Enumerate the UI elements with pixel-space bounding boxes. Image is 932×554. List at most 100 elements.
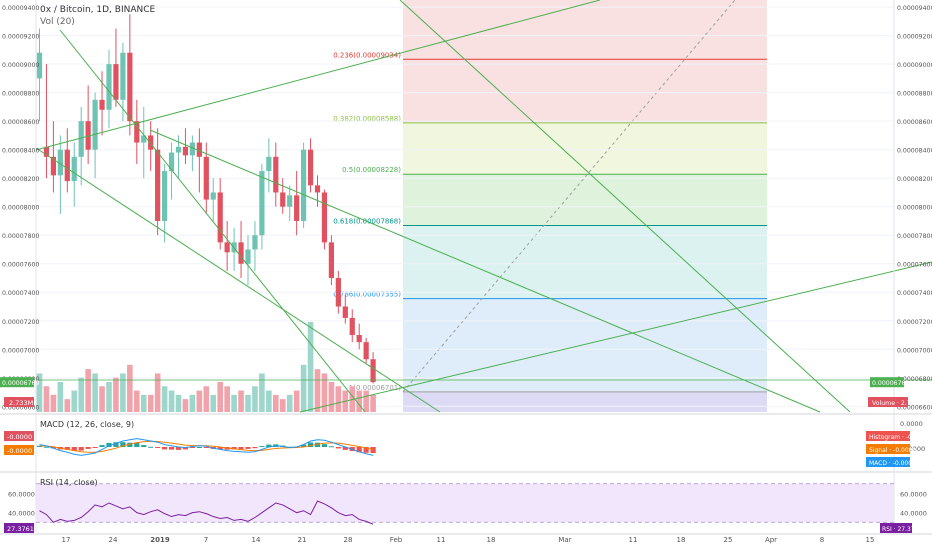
volume-bar [154,373,161,412]
y-axis-tick-right: 0.00009200 [897,34,932,41]
volume-bar [335,386,342,412]
candle-body [314,185,321,193]
volume-bar [279,399,286,412]
trend-line [149,129,821,413]
x-axis-tick: 25 [724,536,733,544]
macd-histogram-bar [64,447,70,450]
candle-body [127,52,133,122]
volume-bar [71,390,78,412]
candle-body [155,149,161,221]
x-axis-tick: 14 [252,536,261,544]
volume-bar [252,386,258,412]
trend-line [299,261,932,413]
macd-histogram-bar [78,447,84,451]
rsi-line [39,500,374,525]
candle-body [196,142,202,157]
x-axis-tick: 7 [204,536,208,544]
volume-text-right: Volume · 2.733M [872,400,924,407]
macd-histogram-bar [196,447,202,448]
volume-bar [92,373,98,412]
volume-bar [356,390,362,412]
macd-axis-tick: 0.0000 [900,420,923,428]
fib-label-0.5: 0.5(0.00008228) [342,166,401,174]
candle-body [189,142,195,156]
macd-tag-left-1-text: -0.0000 [7,433,32,441]
macd-histogram-bar [182,447,189,450]
candle-body [141,135,147,143]
macd-tag-left-2 [4,445,34,455]
candle-body [238,242,244,264]
y-axis-tick-left: 0.00009400 [2,5,39,12]
volume-bar [85,369,91,412]
volume-bar [363,390,369,412]
macd-histogram-bar [203,447,209,448]
candle-body [259,171,265,236]
x-axis-tick: 17 [62,536,71,544]
macd-histogram-bar [363,447,369,453]
volume-bar [140,394,147,412]
candle-body [328,242,334,278]
candle-body [50,156,56,176]
volume-bar [50,394,57,412]
y-axis-tick-left: 0.00007000 [2,347,39,354]
symbol-title: 0x / Bitcoin, 1D, BINANCE [40,5,156,15]
y-axis-tick-right: 0.00008800 [897,91,932,98]
trend-line [35,0,601,151]
candle-body [92,99,98,150]
y-axis-tick-right: 0.00008600 [897,119,932,126]
trend-line [399,0,851,413]
macd-histogram-bar [168,447,175,450]
fib-zone-0.236 [403,59,767,123]
candle-body [203,156,209,200]
rsi-axis-tick-left: 40.0000 [8,510,35,518]
macd-histogram-bar [335,447,341,449]
candle-body [321,192,328,243]
macd-histogram-bar [127,442,133,447]
macd-histogram-bar [92,447,98,448]
macd-histogram-bar [106,442,112,447]
volume-bar [196,390,203,412]
volume-bar [99,386,105,412]
macd-histogram-bar [252,447,258,449]
macd-histogram-bar [307,442,314,447]
macd-histogram-bar [155,447,161,448]
candle-body [210,192,216,200]
candle-body [266,156,272,172]
volume-bar [182,399,189,412]
macd-histogram-bar [175,447,182,450]
y-axis-tick-left: 0.00007600 [2,262,39,269]
candle-body [71,156,77,182]
current-price-tag-right [870,377,904,388]
volume-bar [238,390,244,412]
macd-legend-text: Histogram · -0.0000 [869,434,929,441]
macd-histogram-bar [189,447,195,448]
candle-body [294,195,300,221]
macd-histogram-bar [43,446,50,448]
volume-bar [328,382,335,412]
fib-zone-top [403,0,767,60]
volume-bar [134,390,140,412]
candle-body [273,156,279,193]
x-axis-tick: 11 [437,536,446,544]
fib-label-1: 1(0.00006701) [349,384,401,392]
x-axis-tick: Mar [558,536,571,544]
y-axis-tick-right: 0.00007800 [897,233,932,240]
macd-histogram-bar [99,445,105,447]
macd-histogram-bar [321,444,328,447]
y-axis-tick-left: 0.00008000 [2,205,39,212]
candle-body [43,146,50,157]
x-axis-tick: 18 [487,536,496,544]
volume-bar [259,373,265,412]
rsi-axis-tick-left: 60.0000 [8,490,35,498]
volume-bar [78,377,84,412]
candle-body [120,52,126,100]
macd-histogram-bar [148,446,154,448]
macd-histogram-bar [266,444,272,447]
candle-body [168,152,175,172]
volume-bar [307,322,314,412]
macd-histogram-bar [85,447,91,449]
macd-histogram-bar [342,447,348,450]
trend-line [59,29,366,413]
